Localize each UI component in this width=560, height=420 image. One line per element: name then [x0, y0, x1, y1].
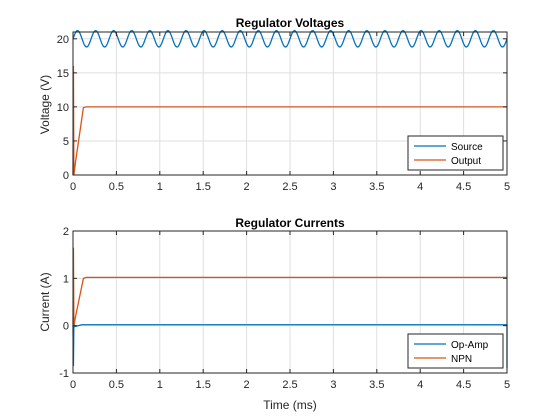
current-y-tick-label: -1: [59, 368, 69, 380]
current-series: [72, 247, 508, 369]
voltage-series-output-line: [72, 66, 507, 176]
current-x-tick-label: 3.5: [369, 379, 384, 391]
current-axes-box: [72, 230, 508, 374]
voltage-y-tick-label: 15: [57, 68, 69, 80]
current-chart-title: Regulator Currents: [235, 216, 345, 230]
voltage-series-source-line: [72, 30, 508, 48]
current-y-axis-label: Current (A): [38, 272, 52, 331]
voltage-x-tick-label: 0: [70, 181, 76, 193]
voltage-x-tick-label: 1.5: [196, 181, 211, 193]
current-y-tick-label: 1: [63, 273, 69, 285]
voltage-chart: Regulator Voltages Voltage (V) 0 0.5 1 1.5 2…: [38, 16, 510, 193]
current-legend: Op-Amp NPN: [407, 333, 504, 369]
current-legend-box: [407, 333, 504, 369]
current-x-tick-label: 0: [70, 379, 76, 391]
voltage-y-tick-label: 5: [63, 136, 69, 148]
voltage-x-tick-label: 0.5: [109, 181, 124, 193]
voltage-series: [72, 30, 508, 176]
voltage-x-tick-label: 4.5: [456, 181, 471, 193]
current-y-tick-label: 0: [63, 321, 69, 333]
time-x-axis-label: Time (ms): [263, 398, 317, 412]
voltage-x-tick-label: 4: [417, 181, 423, 193]
current-legend-label-op-amp: Op-Amp: [451, 340, 489, 351]
voltage-y-tick-label: 20: [57, 34, 69, 46]
voltage-x-tick-label: 3.5: [369, 181, 384, 193]
voltage-x-tick-label: 3: [330, 181, 336, 193]
current-legend-label-npn: NPN: [451, 354, 472, 365]
voltage-x-tick-label: 1: [157, 181, 163, 193]
current-x-tick-label: 3: [330, 379, 336, 391]
voltage-axes-box: [72, 31, 508, 176]
current-x-tick-label: 4.5: [456, 379, 471, 391]
current-x-tick-label: 1: [157, 379, 163, 391]
current-y-tick-label: 2: [63, 226, 69, 238]
voltage-ticks: 0 0.5 1 1.5 2 2.5 3 3.5 4 4.5 5 0 5 10 15 20: [57, 32, 510, 193]
current-chart: Regulator Currents Current (A) Time (ms)…: [38, 216, 510, 412]
voltage-legend: Source Output: [407, 135, 504, 171]
current-series-op-amp-line: [72, 323, 508, 369]
voltage-x-tick-label: 5: [504, 181, 510, 193]
voltage-chart-title: Regulator Voltages: [236, 16, 345, 30]
voltage-y-tick-label: 0: [63, 170, 69, 182]
voltage-x-tick-label: 2: [244, 181, 250, 193]
current-series-npn-line: [72, 247, 507, 326]
voltage-legend-label-output: Output: [451, 156, 481, 167]
current-x-tick-label: 2: [244, 379, 250, 391]
voltage-x-tick-label: 2.5: [282, 181, 297, 193]
voltage-legend-label-source: Source: [451, 142, 483, 153]
voltage-y-tick-label: 10: [57, 102, 69, 114]
current-x-tick-label: 1.5: [196, 379, 211, 391]
voltage-legend-box: [407, 135, 504, 171]
current-x-tick-label: 2.5: [282, 379, 297, 391]
current-x-tick-label: 5: [504, 379, 510, 391]
voltage-y-axis-label: Voltage (V): [38, 75, 52, 134]
current-x-tick-label: 0.5: [109, 379, 124, 391]
current-x-tick-label: 4: [417, 379, 423, 391]
